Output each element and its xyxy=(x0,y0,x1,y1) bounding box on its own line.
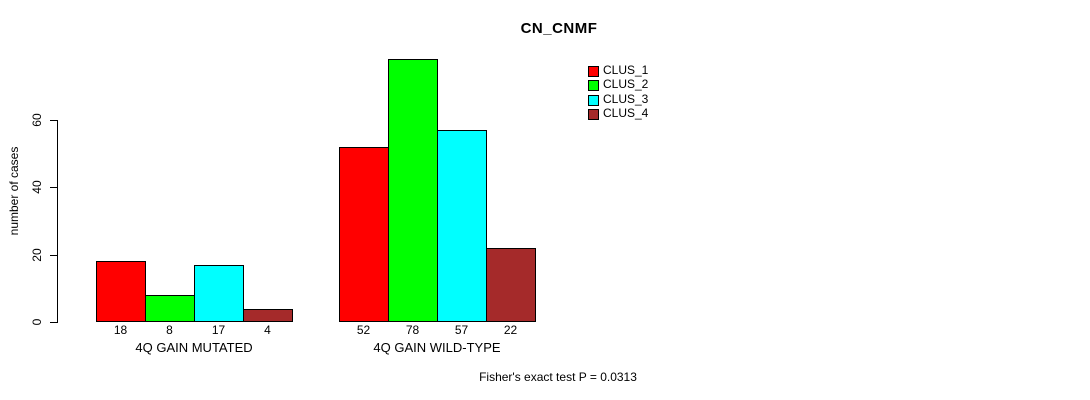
bar-clus_3-1 xyxy=(437,129,487,322)
bar-value-label: 22 xyxy=(503,323,518,337)
legend-swatch xyxy=(588,66,599,77)
bar-value-label: 57 xyxy=(454,323,469,337)
y-axis-tick-label: 40 xyxy=(30,180,44,194)
legend-label: CLUS_1 xyxy=(603,63,649,77)
legend-swatch xyxy=(588,80,599,92)
legend-label: CLUS_2 xyxy=(603,77,649,92)
bar-value-label: 17 xyxy=(211,323,226,337)
bar-value-label: 78 xyxy=(405,323,420,337)
bar-clus_1-1 xyxy=(339,146,389,322)
legend-label: CLUS_4 xyxy=(603,106,649,121)
bar-clus_1-0 xyxy=(96,261,146,322)
y-axis-tick-label: 0 xyxy=(30,318,44,326)
y-axis-tick-label: 60 xyxy=(30,113,44,127)
y-axis-tick-label: 20 xyxy=(30,247,44,262)
bar-clus_3-0 xyxy=(194,264,244,322)
legend-label: CLUS_3 xyxy=(603,91,649,106)
bar-value-label: 4 xyxy=(264,323,271,337)
bar-value-label: 18 xyxy=(113,323,128,337)
legend-swatch xyxy=(588,109,599,121)
y-axis-line xyxy=(57,119,58,323)
bar-clus_2-1 xyxy=(388,59,438,322)
y-axis-tick xyxy=(50,254,57,256)
y-axis-tick xyxy=(50,119,57,121)
group-label-0: 4Q GAIN MUTATED xyxy=(135,340,253,355)
stat-annotation: Fisher's exact test P = 0.0313 xyxy=(479,370,637,384)
y-axis-tick xyxy=(50,322,57,323)
y-axis-label: number of cases xyxy=(7,146,21,236)
legend-swatch xyxy=(588,94,599,106)
bar-value-label: 8 xyxy=(166,323,173,337)
bar-clus_4-0 xyxy=(243,308,293,322)
chart-title: CN_CNMF xyxy=(520,20,598,37)
bar-clus_4-1 xyxy=(486,247,536,322)
bar-clus_2-0 xyxy=(145,295,195,322)
group-label-1: 4Q GAIN WILD-TYPE xyxy=(373,340,501,355)
bar-value-label: 52 xyxy=(356,323,371,337)
y-axis-tick xyxy=(50,187,57,189)
